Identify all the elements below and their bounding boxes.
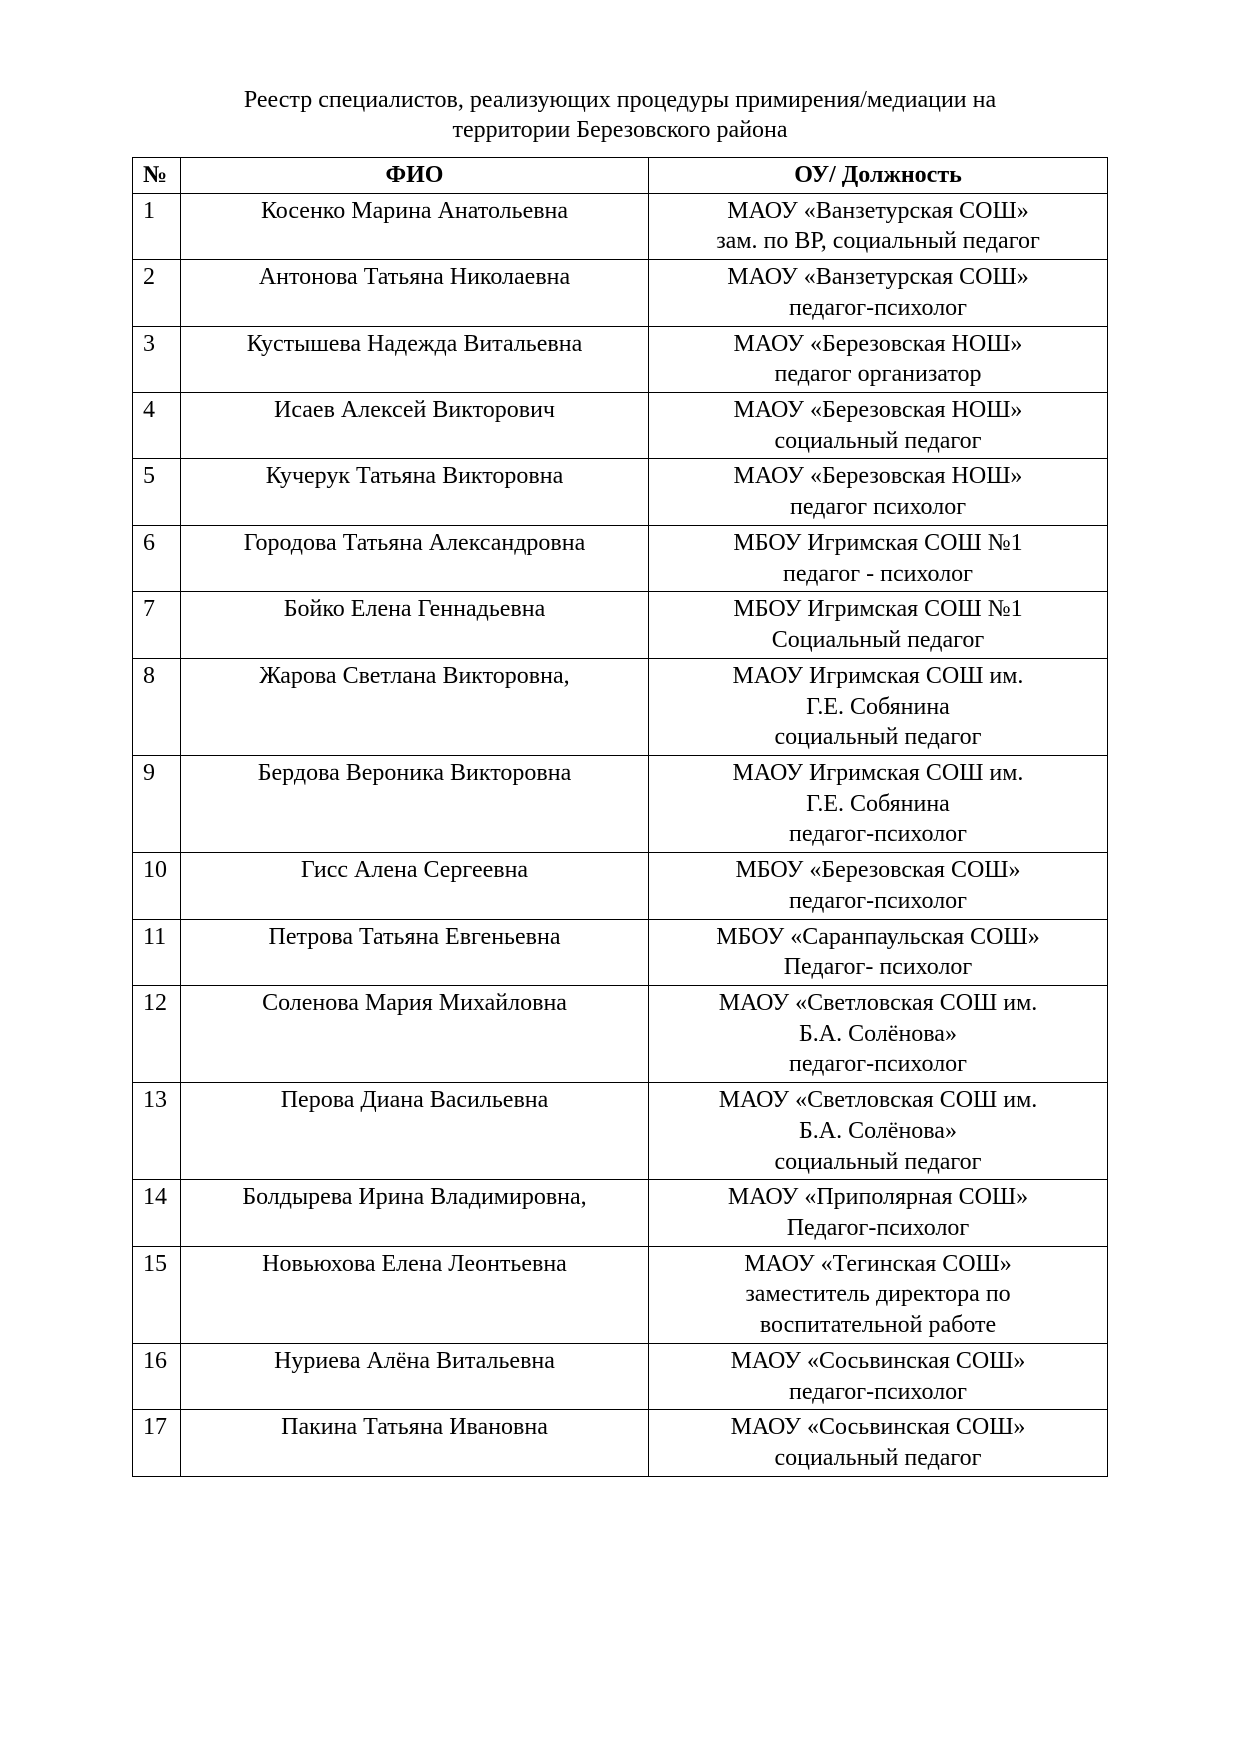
cell-org: МБОУ Игримская СОШ №1Социальный педагог xyxy=(649,592,1108,658)
cell-name: Косенко Марина Анатольевна xyxy=(181,193,649,259)
cell-name: Соленова Мария Михайловна xyxy=(181,985,649,1082)
cell-number: 17 xyxy=(133,1410,181,1476)
cell-org: МАОУ Игримская СОШ им.Г.Е. Собянинасоциа… xyxy=(649,658,1108,755)
col-header-number: № xyxy=(133,158,181,194)
cell-name: Перова Диана Васильевна xyxy=(181,1083,649,1180)
cell-org: МАОУ «Березовская НОШ»педагог психолог xyxy=(649,459,1108,525)
cell-name: Кучерук Татьяна Викторовна xyxy=(181,459,649,525)
table-row: 5Кучерук Татьяна ВикторовнаМАОУ «Березов… xyxy=(133,459,1108,525)
specialists-table: № ФИО ОУ/ Должность 1Косенко Марина Анат… xyxy=(132,157,1108,1477)
cell-number: 1 xyxy=(133,193,181,259)
table-row: 2Антонова Татьяна НиколаевнаМАОУ «Ванзет… xyxy=(133,260,1108,326)
cell-org: МАОУ «Сосьвинская СОШ»педагог-психолог xyxy=(649,1343,1108,1409)
table-row: 4Исаев Алексей ВикторовичМАОУ «Березовск… xyxy=(133,393,1108,459)
cell-name: Бойко Елена Геннадьевна xyxy=(181,592,649,658)
cell-name: Городова Татьяна Александровна xyxy=(181,525,649,591)
table-row: 12Соленова Мария МихайловнаМАОУ «Светлов… xyxy=(133,985,1108,1082)
table-row: 7Бойко Елена ГеннадьевнаМБОУ Игримская С… xyxy=(133,592,1108,658)
title-line-1: Реестр специалистов, реализующих процеду… xyxy=(244,87,996,113)
cell-number: 11 xyxy=(133,919,181,985)
cell-name: Жарова Светлана Викторовна, xyxy=(181,658,649,755)
table-row: 3Кустышева Надежда ВитальевнаМАОУ «Берез… xyxy=(133,326,1108,392)
cell-org: МБОУ Игримская СОШ №1педагог - психолог xyxy=(649,525,1108,591)
cell-number: 14 xyxy=(133,1180,181,1246)
cell-number: 6 xyxy=(133,525,181,591)
cell-name: Гисс Алена Сергеевна xyxy=(181,853,649,919)
cell-number: 2 xyxy=(133,260,181,326)
cell-org: МБОУ «Березовская СОШ»педагог-психолог xyxy=(649,853,1108,919)
cell-name: Нуриева Алёна Витальевна xyxy=(181,1343,649,1409)
cell-number: 4 xyxy=(133,393,181,459)
cell-name: Кустышева Надежда Витальевна xyxy=(181,326,649,392)
cell-org: МБОУ «Саранпаульская СОШ»Педагог- психол… xyxy=(649,919,1108,985)
cell-name: Пакина Татьяна Ивановна xyxy=(181,1410,649,1476)
cell-number: 10 xyxy=(133,853,181,919)
cell-org: МАОУ «Сосьвинская СОШ»социальный педагог xyxy=(649,1410,1108,1476)
table-row: 6Городова Татьяна АлександровнаМБОУ Игри… xyxy=(133,525,1108,591)
cell-org: МАОУ «Светловская СОШ им.Б.А. Солёнова»п… xyxy=(649,985,1108,1082)
table-row: 10Гисс Алена СергеевнаМБОУ «Березовская … xyxy=(133,853,1108,919)
cell-name: Антонова Татьяна Николаевна xyxy=(181,260,649,326)
cell-org: МАОУ «Приполярная СОШ»Педагог-психолог xyxy=(649,1180,1108,1246)
cell-org: МАОУ «Светловская СОШ им.Б.А. Солёнова»с… xyxy=(649,1083,1108,1180)
col-header-org: ОУ/ Должность xyxy=(649,158,1108,194)
table-row: 11Петрова Татьяна ЕвгеньевнаМБОУ «Саранп… xyxy=(133,919,1108,985)
cell-number: 9 xyxy=(133,755,181,852)
cell-number: 12 xyxy=(133,985,181,1082)
title-line-2: территории Березовского района xyxy=(452,117,787,143)
table-row: 16Нуриева Алёна ВитальевнаМАОУ «Сосьвинс… xyxy=(133,1343,1108,1409)
cell-number: 16 xyxy=(133,1343,181,1409)
cell-name: Новьюхова Елена Леонтьевна xyxy=(181,1246,649,1343)
cell-number: 5 xyxy=(133,459,181,525)
cell-number: 15 xyxy=(133,1246,181,1343)
cell-org: МАОУ «Тегинская СОШ»заместитель директор… xyxy=(649,1246,1108,1343)
table-row: 8Жарова Светлана Викторовна,МАОУ Игримск… xyxy=(133,658,1108,755)
page-title: Реестр специалистов, реализующих процеду… xyxy=(160,85,1080,145)
table-row: 1Косенко Марина АнатольевнаМАОУ «Ванзету… xyxy=(133,193,1108,259)
table-row: 14Болдырева Ирина Владимировна,МАОУ «При… xyxy=(133,1180,1108,1246)
cell-name: Бердова Вероника Викторовна xyxy=(181,755,649,852)
cell-org: МАОУ «Березовская НОШ»педагог организато… xyxy=(649,326,1108,392)
cell-org: МАОУ «Ванзетурская СОШ»зам. по ВР, социа… xyxy=(649,193,1108,259)
cell-number: 7 xyxy=(133,592,181,658)
cell-number: 8 xyxy=(133,658,181,755)
cell-number: 3 xyxy=(133,326,181,392)
table-row: 15Новьюхова Елена ЛеонтьевнаМАОУ «Тегинс… xyxy=(133,1246,1108,1343)
col-header-name: ФИО xyxy=(181,158,649,194)
cell-name: Исаев Алексей Викторович xyxy=(181,393,649,459)
table-row: 9Бердова Вероника ВикторовнаМАОУ Игримск… xyxy=(133,755,1108,852)
cell-number: 13 xyxy=(133,1083,181,1180)
table-row: 13Перова Диана ВасильевнаМАОУ «Светловск… xyxy=(133,1083,1108,1180)
cell-name: Петрова Татьяна Евгеньевна xyxy=(181,919,649,985)
cell-org: МАОУ Игримская СОШ им.Г.Е. Собянинапедаг… xyxy=(649,755,1108,852)
cell-org: МАОУ «Березовская НОШ»социальный педагог xyxy=(649,393,1108,459)
table-header-row: № ФИО ОУ/ Должность xyxy=(133,158,1108,194)
cell-name: Болдырева Ирина Владимировна, xyxy=(181,1180,649,1246)
table-row: 17Пакина Татьяна ИвановнаМАОУ «Сосьвинск… xyxy=(133,1410,1108,1476)
cell-org: МАОУ «Ванзетурская СОШ»педагог-психолог xyxy=(649,260,1108,326)
